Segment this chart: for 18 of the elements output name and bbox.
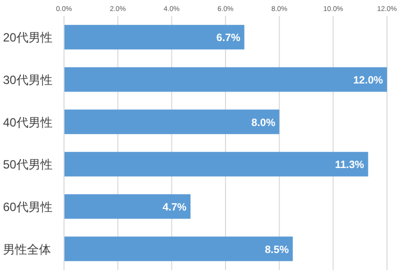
y-tick-label: 男性全体: [3, 242, 51, 256]
data-label: 8.0%: [251, 116, 276, 129]
bar: [64, 24, 244, 50]
y-tick-label: 50代男性: [3, 158, 52, 172]
data-label: 11.3%: [334, 159, 365, 172]
y-tick-label: 40代男性: [3, 115, 52, 130]
bar: [64, 67, 387, 92]
data-label: 8.5%: [264, 244, 290, 256]
y-tick-label: 60代男性: [3, 200, 52, 214]
y-tick-label: 30代男性: [3, 73, 52, 87]
y-tick-label: 20代男性: [3, 30, 52, 45]
bar: [64, 152, 368, 176]
data-label: 12.0%: [353, 74, 384, 86]
bar: [64, 236, 293, 262]
bar: [64, 194, 191, 219]
bar: [64, 110, 280, 134]
data-label: 4.7%: [162, 202, 188, 214]
data-label: 6.7%: [216, 32, 241, 44]
